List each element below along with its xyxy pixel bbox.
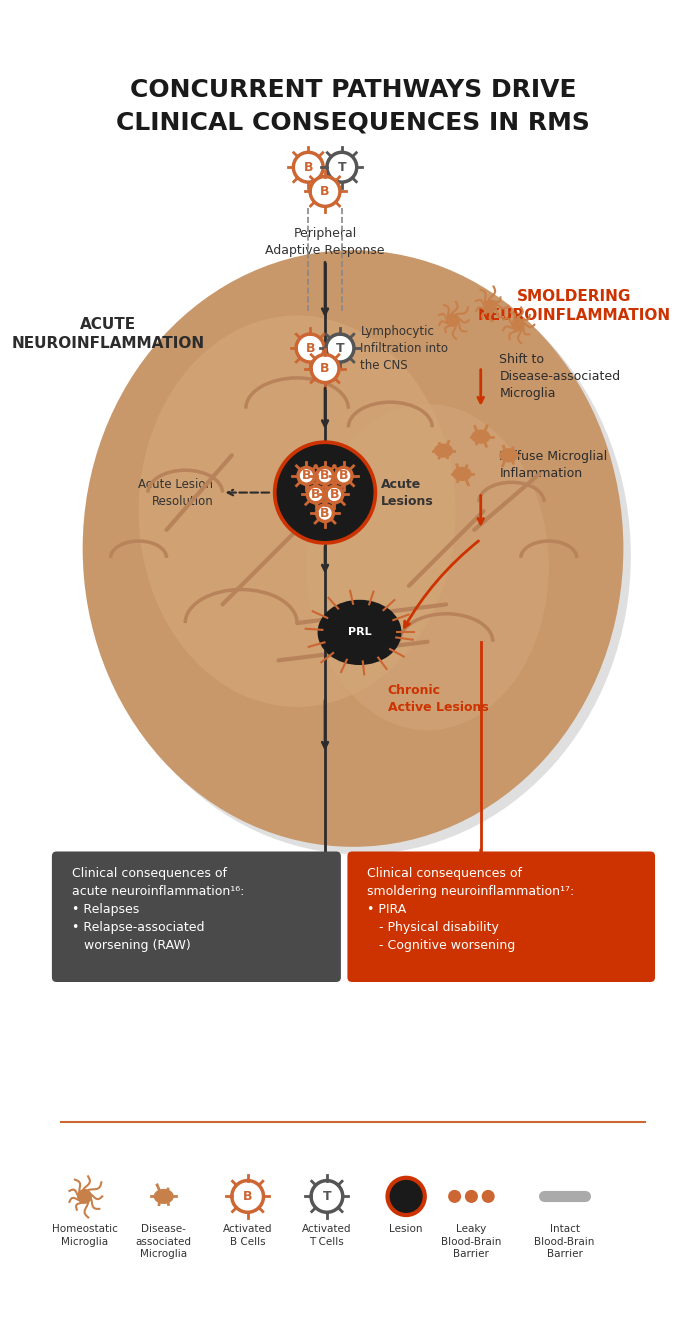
- Circle shape: [326, 486, 343, 503]
- Circle shape: [388, 1178, 425, 1215]
- Circle shape: [298, 467, 315, 484]
- Circle shape: [311, 354, 339, 382]
- Circle shape: [326, 334, 354, 362]
- Circle shape: [484, 299, 497, 313]
- Text: Activated
T Cells: Activated T Cells: [302, 1225, 352, 1247]
- Ellipse shape: [434, 443, 453, 458]
- Ellipse shape: [499, 449, 518, 462]
- Circle shape: [465, 1190, 478, 1203]
- Text: Lesion: Lesion: [390, 1225, 423, 1234]
- Text: B: B: [305, 342, 315, 354]
- Circle shape: [311, 1181, 343, 1213]
- Text: Disease-
associated
Microglia: Disease- associated Microglia: [136, 1225, 192, 1259]
- Text: Clinical consequences of
smoldering neuroinflammation¹⁷:
• PIRA
   - Physical di: Clinical consequences of smoldering neur…: [367, 868, 574, 953]
- Text: B: B: [243, 1190, 252, 1203]
- Circle shape: [77, 1189, 92, 1203]
- Text: Diffuse Microglial
Inflammation: Diffuse Microglial Inflammation: [499, 450, 608, 479]
- Text: B: B: [302, 470, 311, 482]
- Ellipse shape: [453, 467, 471, 480]
- Circle shape: [273, 441, 377, 544]
- Text: Intact
Blood-Brain
Barrier: Intact Blood-Brain Barrier: [534, 1225, 595, 1259]
- Circle shape: [232, 1181, 263, 1213]
- Text: B: B: [320, 507, 330, 519]
- Circle shape: [276, 445, 373, 540]
- Text: Activated
B Cells: Activated B Cells: [223, 1225, 272, 1247]
- FancyBboxPatch shape: [52, 852, 341, 982]
- Text: B: B: [339, 470, 348, 482]
- Text: Shift to
Disease-associated
Microglia: Shift to Disease-associated Microglia: [499, 353, 621, 399]
- Text: Peripheral
Adaptive Response: Peripheral Adaptive Response: [265, 226, 385, 257]
- Text: Leaky
Blood-Brain
Barrier: Leaky Blood-Brain Barrier: [441, 1225, 501, 1259]
- Text: B: B: [329, 488, 339, 500]
- Text: T: T: [322, 1190, 331, 1203]
- Text: CLINICAL CONSEQUENCES IN RMS: CLINICAL CONSEQUENCES IN RMS: [116, 110, 590, 134]
- Circle shape: [327, 152, 357, 182]
- Ellipse shape: [82, 250, 624, 847]
- Circle shape: [511, 318, 525, 331]
- Circle shape: [317, 504, 333, 522]
- Ellipse shape: [318, 600, 401, 666]
- Circle shape: [307, 486, 324, 503]
- Circle shape: [296, 334, 324, 362]
- Ellipse shape: [307, 405, 549, 731]
- Text: B: B: [311, 488, 320, 500]
- Text: SMOLDERING
NEUROINFLAMMATION: SMOLDERING NEUROINFLAMMATION: [477, 289, 670, 323]
- Ellipse shape: [90, 258, 631, 855]
- Circle shape: [448, 1190, 461, 1203]
- Text: T: T: [335, 342, 344, 354]
- Circle shape: [482, 1190, 495, 1203]
- Circle shape: [317, 467, 333, 484]
- Text: T: T: [338, 161, 346, 174]
- Text: Clinical consequences of
acute neuroinflammation¹⁶:
• Relapses
• Relapse-associa: Clinical consequences of acute neuroinfl…: [73, 868, 245, 953]
- Text: Homeostatic
Microglia: Homeostatic Microglia: [51, 1225, 117, 1247]
- Text: PRL: PRL: [348, 627, 371, 638]
- Circle shape: [335, 467, 352, 484]
- Text: B: B: [320, 185, 330, 198]
- Circle shape: [294, 152, 323, 182]
- Ellipse shape: [471, 430, 490, 443]
- Ellipse shape: [139, 315, 456, 707]
- Circle shape: [446, 313, 460, 327]
- FancyBboxPatch shape: [347, 852, 655, 982]
- Text: ACUTE
NEUROINFLAMMATION: ACUTE NEUROINFLAMMATION: [11, 317, 204, 351]
- Ellipse shape: [154, 1189, 174, 1205]
- Text: Acute
Lesions: Acute Lesions: [381, 478, 434, 507]
- Text: Chronic
Active Lesions: Chronic Active Lesions: [388, 684, 488, 713]
- Text: B: B: [320, 470, 330, 482]
- Text: B: B: [303, 161, 313, 174]
- Text: CONCURRENT PATHWAYS DRIVE: CONCURRENT PATHWAYS DRIVE: [130, 77, 576, 101]
- Text: B: B: [320, 362, 330, 375]
- Text: Lymphocytic
Infiltration into
the CNS: Lymphocytic Infiltration into the CNS: [360, 325, 449, 371]
- Circle shape: [310, 177, 340, 206]
- Text: Acute Lesion
Resolution: Acute Lesion Resolution: [138, 478, 213, 507]
